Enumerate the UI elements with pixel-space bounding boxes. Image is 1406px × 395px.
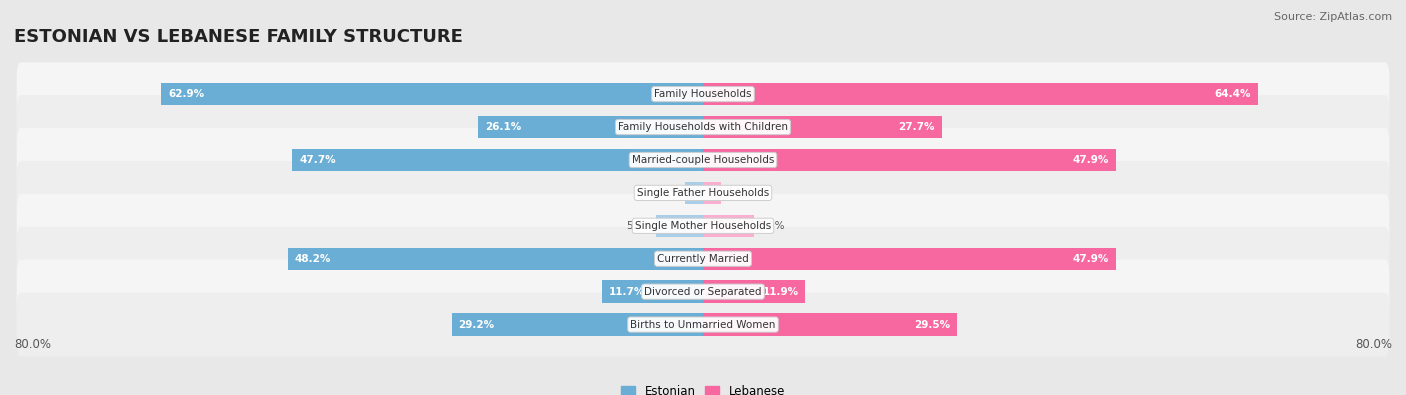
Bar [288,248,703,270]
Bar [703,313,957,336]
FancyBboxPatch shape [17,194,1389,258]
Text: ESTONIAN VS LEBANESE FAMILY STRUCTURE: ESTONIAN VS LEBANESE FAMILY STRUCTURE [14,28,463,46]
FancyBboxPatch shape [17,161,1389,225]
Bar [451,313,703,336]
Text: 11.7%: 11.7% [609,287,645,297]
Legend: Estonian, Lebanese: Estonian, Lebanese [616,380,790,395]
FancyBboxPatch shape [17,62,1389,126]
Bar [703,248,1115,270]
Text: 29.5%: 29.5% [914,320,950,329]
Text: 47.9%: 47.9% [1073,155,1108,165]
Bar [292,149,703,171]
Text: 5.9%: 5.9% [758,221,785,231]
Bar [703,83,1257,105]
Text: 26.1%: 26.1% [485,122,522,132]
Bar [703,280,806,303]
Text: Divorced or Separated: Divorced or Separated [644,287,762,297]
Bar [703,182,721,204]
Bar [703,149,1115,171]
Text: 47.7%: 47.7% [299,155,336,165]
Text: Births to Unmarried Women: Births to Unmarried Women [630,320,776,329]
Text: Single Mother Households: Single Mother Households [636,221,770,231]
Bar [162,83,703,105]
Text: Currently Married: Currently Married [657,254,749,264]
Bar [703,214,754,237]
Text: 2.1%: 2.1% [725,188,752,198]
Bar [657,214,703,237]
Text: 11.9%: 11.9% [762,287,799,297]
Text: 5.4%: 5.4% [626,221,652,231]
FancyBboxPatch shape [17,293,1389,356]
Text: 80.0%: 80.0% [1355,339,1392,352]
Text: Single Father Households: Single Father Households [637,188,769,198]
Text: Source: ZipAtlas.com: Source: ZipAtlas.com [1274,12,1392,22]
Text: 80.0%: 80.0% [14,339,51,352]
Text: 47.9%: 47.9% [1073,254,1108,264]
FancyBboxPatch shape [17,95,1389,159]
Text: 27.7%: 27.7% [898,122,935,132]
FancyBboxPatch shape [17,227,1389,291]
Text: 29.2%: 29.2% [458,320,495,329]
Text: 62.9%: 62.9% [169,89,204,99]
Bar [478,116,703,138]
Text: 2.1%: 2.1% [654,188,681,198]
Bar [703,116,942,138]
Bar [602,280,703,303]
Text: Married-couple Households: Married-couple Households [631,155,775,165]
FancyBboxPatch shape [17,128,1389,192]
Text: 48.2%: 48.2% [295,254,332,264]
Text: Family Households: Family Households [654,89,752,99]
Bar [685,182,703,204]
Text: 64.4%: 64.4% [1215,89,1251,99]
FancyBboxPatch shape [17,260,1389,324]
Text: Family Households with Children: Family Households with Children [619,122,787,132]
